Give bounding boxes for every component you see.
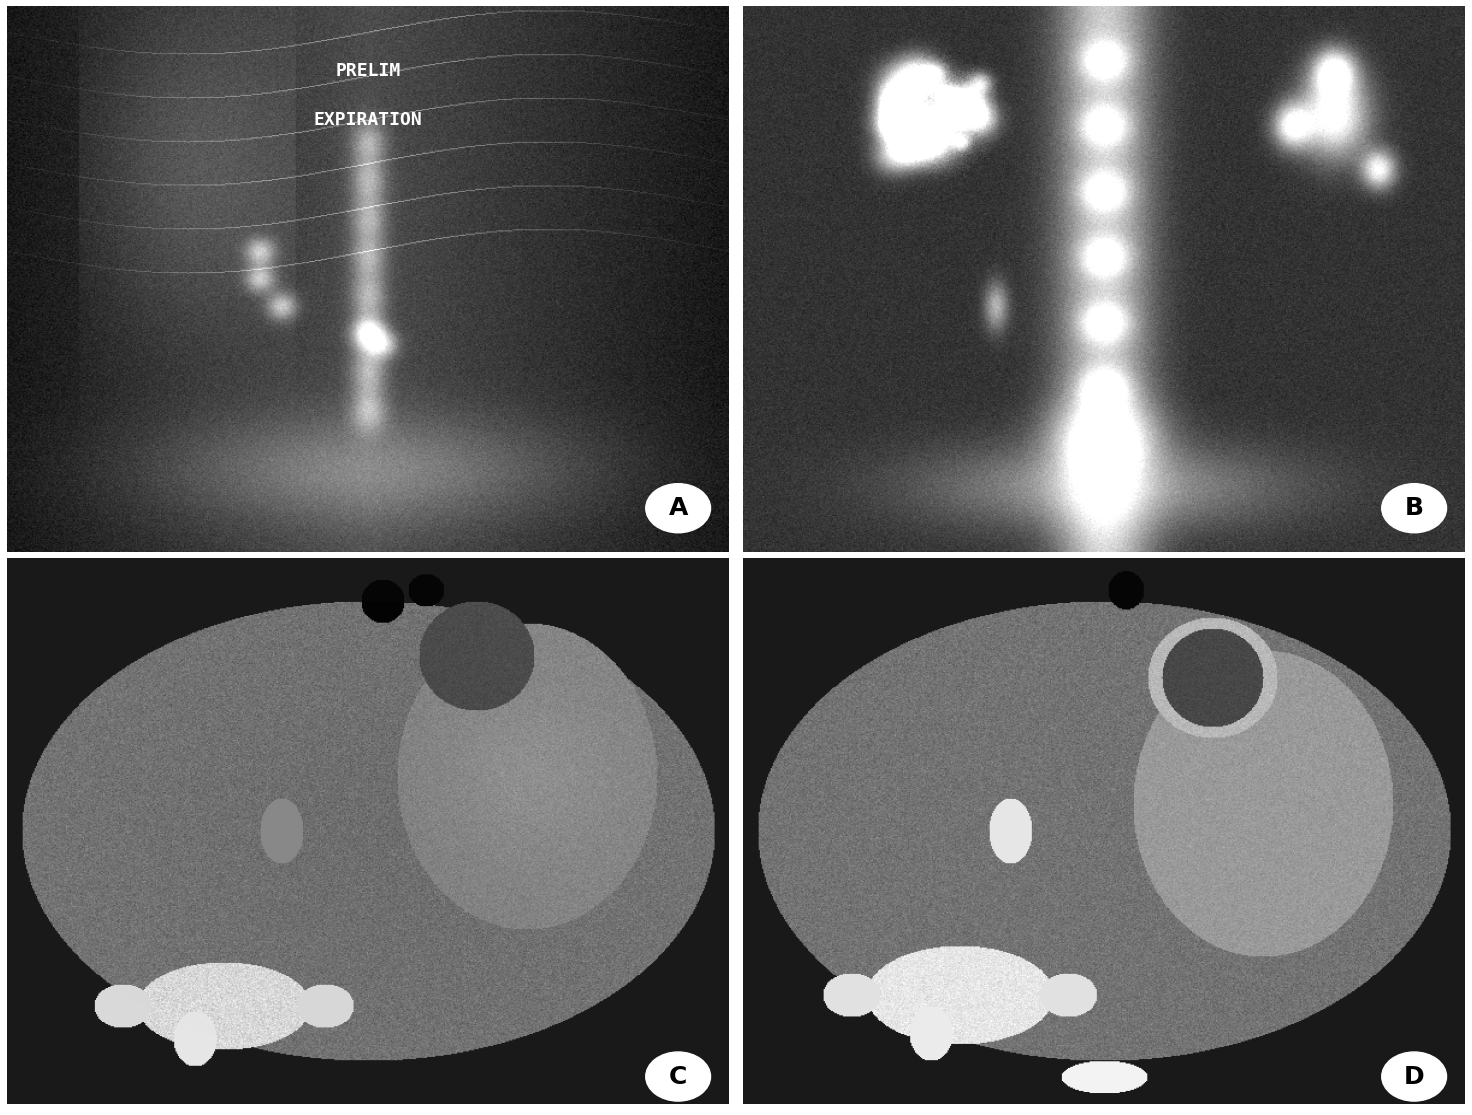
Text: C: C <box>668 1065 687 1088</box>
Text: B: B <box>1404 496 1423 521</box>
Text: A: A <box>668 496 687 521</box>
Text: D: D <box>1404 1065 1425 1088</box>
Text: EXPIRATION: EXPIRATION <box>314 112 422 129</box>
Text: PRELIM: PRELIM <box>336 62 400 80</box>
